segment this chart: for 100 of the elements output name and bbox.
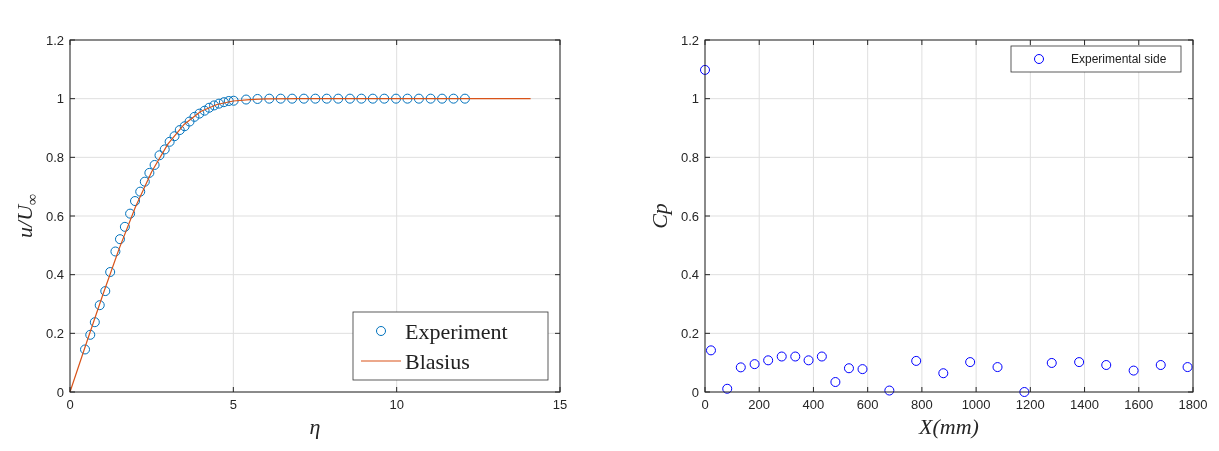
y-tick-label: 1.2: [680, 32, 699, 48]
y-tick-label: 0: [691, 384, 699, 400]
point: [213, 98, 224, 109]
point: [344, 93, 355, 104]
point: [448, 93, 459, 104]
point: [179, 121, 190, 132]
point: [911, 355, 922, 366]
point: [413, 93, 424, 104]
point: [241, 94, 252, 105]
point: [776, 351, 787, 362]
point: [965, 357, 976, 368]
point: [857, 364, 868, 375]
x-tick-label: 15: [552, 397, 568, 412]
point: [333, 93, 344, 104]
point: [80, 344, 91, 355]
point: [1155, 360, 1166, 371]
point: [705, 345, 716, 356]
y-tick-label: 0.8: [45, 149, 64, 165]
point: [105, 267, 116, 278]
point: [379, 93, 390, 104]
point: [264, 93, 275, 104]
point: [164, 136, 175, 147]
point: [209, 100, 220, 111]
y-tick-label: 1: [691, 91, 699, 107]
point: [310, 93, 321, 104]
x-tick-label: 1400: [1070, 397, 1100, 412]
point: [321, 93, 332, 104]
legend-label: Experimental side: [1071, 52, 1167, 66]
point: [425, 93, 436, 104]
y-tick-label: 0.2: [45, 325, 64, 341]
point: [184, 116, 195, 127]
x-tick-label: 1800: [1178, 397, 1208, 412]
point: [437, 93, 448, 104]
point: [722, 383, 733, 394]
y-tick-label: 0.4: [45, 267, 64, 283]
point: [367, 93, 378, 104]
x-tick-label: 1600: [1124, 397, 1154, 412]
point: [194, 108, 205, 119]
point: [763, 355, 774, 366]
point: [223, 96, 234, 107]
point: [884, 385, 895, 396]
point: [174, 125, 185, 136]
x-tick-label: 0: [66, 397, 74, 412]
point: [790, 351, 801, 362]
x-axis-title: η: [309, 414, 321, 439]
point: [830, 377, 841, 388]
point: [119, 221, 130, 232]
y-tick-label: 1: [56, 91, 64, 107]
point: [700, 64, 710, 75]
point: [94, 300, 105, 311]
point: [1019, 387, 1030, 397]
y-tick-label: 0.6: [45, 208, 64, 224]
x-tick-label: 1200: [1015, 397, 1045, 412]
point: [149, 159, 160, 170]
point: [144, 167, 155, 178]
y-tick-label: 0.8: [680, 149, 699, 165]
point: [139, 176, 150, 187]
point: [169, 131, 180, 142]
point: [125, 208, 136, 219]
y-axis-title: Cp: [647, 203, 672, 229]
point: [1046, 357, 1057, 368]
point: [89, 317, 100, 328]
y-tick-label: 0.2: [680, 325, 699, 341]
point: [159, 144, 170, 155]
x-axis-title: X(mm): [918, 414, 979, 439]
point: [154, 150, 165, 161]
point: [100, 286, 111, 297]
point: [356, 93, 367, 104]
point: [1128, 365, 1139, 376]
x-tick-label: 0: [701, 397, 709, 412]
x-tick-label: 1000: [961, 397, 991, 412]
point: [402, 93, 413, 104]
legend-label: Experiment: [405, 318, 508, 344]
point: [1101, 360, 1112, 371]
point: [110, 246, 121, 257]
y-tick-label: 0.6: [680, 208, 699, 224]
x-tick-label: 600: [856, 397, 879, 412]
point: [228, 95, 239, 106]
x-tick-label: 200: [748, 397, 771, 412]
point: [204, 102, 215, 113]
point: [114, 234, 125, 245]
point: [459, 93, 470, 104]
point: [85, 329, 96, 340]
y-tick-label: 1.2: [45, 32, 64, 48]
point: [735, 362, 746, 373]
point: [189, 111, 200, 122]
y-tick-label: 0: [56, 384, 64, 400]
point: [1074, 357, 1085, 368]
point: [938, 368, 949, 379]
point: [218, 97, 229, 108]
x-tick-label: 800: [911, 397, 933, 412]
point: [287, 93, 298, 104]
point: [130, 196, 141, 207]
point: [1182, 362, 1193, 373]
x-tick-label: 400: [802, 397, 825, 412]
point: [816, 351, 827, 362]
legend-label: Blasius: [405, 348, 470, 374]
point: [992, 362, 1003, 373]
point: [391, 93, 402, 104]
point: [298, 93, 309, 104]
